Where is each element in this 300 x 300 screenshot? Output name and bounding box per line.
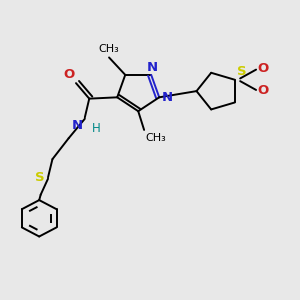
Text: CH₃: CH₃ — [98, 44, 119, 54]
Text: O: O — [63, 68, 74, 81]
Text: S: S — [237, 65, 247, 78]
Text: N: N — [162, 92, 173, 104]
Text: N: N — [72, 119, 83, 132]
Text: S: S — [35, 171, 44, 184]
Text: N: N — [147, 61, 158, 74]
Text: O: O — [257, 84, 269, 97]
Text: CH₃: CH₃ — [146, 133, 166, 143]
Text: H: H — [92, 122, 101, 135]
Text: O: O — [257, 62, 269, 75]
